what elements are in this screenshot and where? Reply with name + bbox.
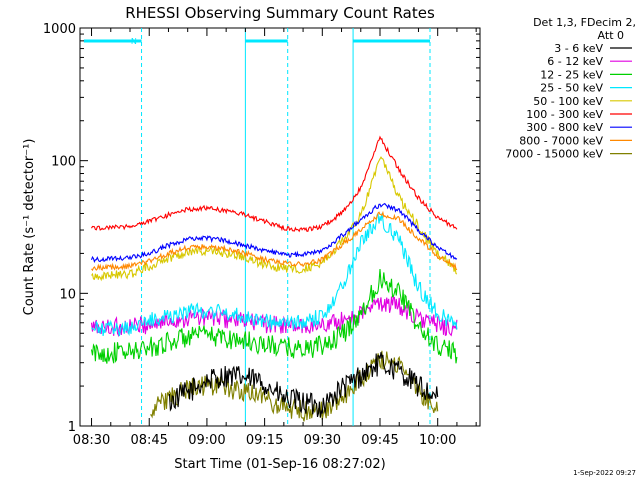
- legend-label: 6 - 12 keV: [547, 55, 603, 68]
- x-tick-label: 09:45: [361, 433, 398, 448]
- x-tick-label: 09:00: [188, 433, 225, 448]
- x-tick-label: 10:00: [419, 433, 456, 448]
- series-line-1: [90, 296, 458, 338]
- y-tick-label: 10: [59, 287, 76, 302]
- legend-label: 25 - 50 keV: [540, 82, 603, 95]
- chart-title: RHESSI Observing Summary Count Rates: [125, 4, 435, 22]
- series-line-7: [91, 210, 458, 272]
- legend-label: 50 - 100 keV: [533, 95, 603, 108]
- legend-label: 300 - 800 keV: [526, 121, 603, 134]
- series-line-0: [168, 352, 439, 418]
- series-line-2: [90, 268, 458, 364]
- series-layer: [90, 135, 458, 422]
- legend-label: 800 - 7000 keV: [519, 134, 603, 147]
- series-line-3: [91, 213, 458, 337]
- x-tick-label: 09:30: [304, 433, 341, 448]
- y-tick-label: 1000: [43, 22, 76, 37]
- y-tick-label: 1: [68, 420, 76, 435]
- x-tick-label: 09:15: [246, 433, 283, 448]
- x-tick-label: 08:45: [130, 433, 167, 448]
- series-line-8: [150, 350, 439, 422]
- legend-label: 100 - 300 keV: [526, 108, 603, 121]
- series-line-6: [90, 202, 458, 264]
- night-marker: N: [131, 37, 137, 46]
- axes: 08:30 08:45 09:00 09:15 09:30 09:45 10:00 1 10 10…: [43, 22, 480, 448]
- series-line-5: [91, 135, 458, 233]
- y-tick-label: 100: [51, 155, 76, 170]
- legend-header-line-2: Att 0: [598, 29, 624, 42]
- x-axis-label: Start Time (01-Sep-16 08:27:02): [174, 457, 385, 472]
- footer-date: 1-Sep-2022 09:27: [573, 469, 636, 477]
- x-tick-label: 08:30: [73, 433, 110, 448]
- y-axis-label: Count Rate (s⁻¹ detector⁻¹): [22, 139, 37, 316]
- legend-label: 12 - 25 keV: [540, 68, 603, 81]
- legend-label: 7000 - 15000 keV: [505, 148, 603, 161]
- legend-header-line-1: Det 1,3, FDecim 2,: [533, 16, 636, 29]
- series-line-4: [91, 156, 458, 282]
- legend-label: 3 - 6 keV: [554, 42, 603, 55]
